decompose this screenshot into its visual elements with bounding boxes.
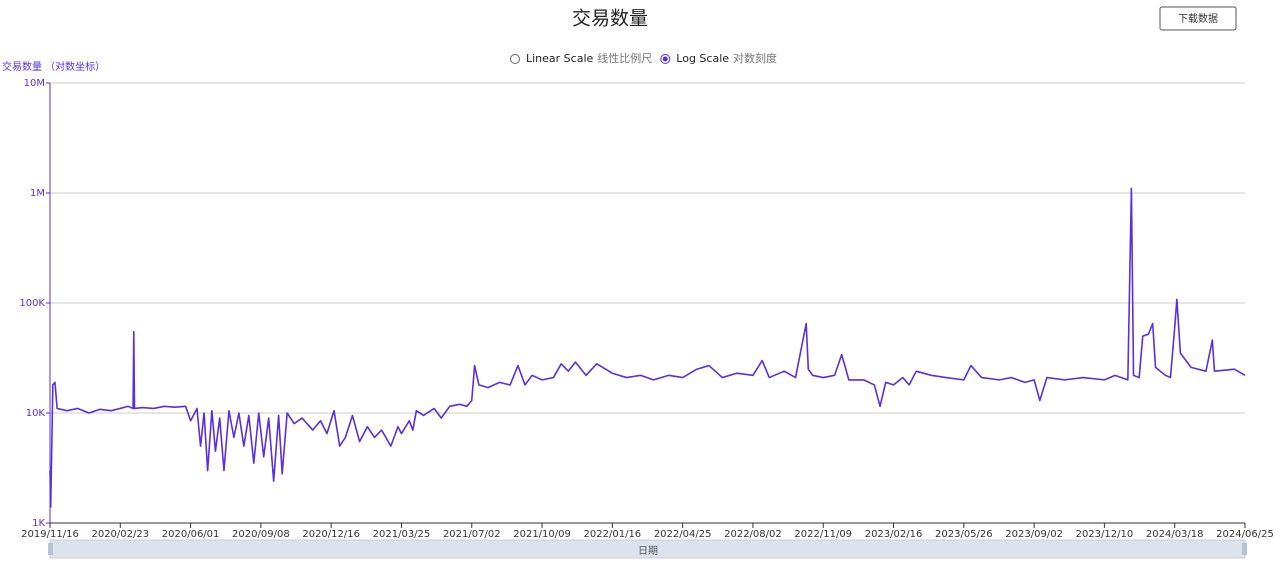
x-tick-label: 2022/08/02 xyxy=(724,529,782,540)
x-tick-label: 2020/12/16 xyxy=(302,529,360,540)
slider-handle[interactable] xyxy=(48,543,53,555)
x-tick-label: 2023/12/10 xyxy=(1076,529,1134,540)
x-tick-label: 2020/06/01 xyxy=(162,529,220,540)
x-tick-label: 2020/02/23 xyxy=(91,529,149,540)
x-tick-label: 2019/11/16 xyxy=(21,529,79,540)
option-label: Linear Scale xyxy=(526,52,594,65)
button-frame[interactable] xyxy=(1159,6,1237,31)
option-sub: 对数刻度 xyxy=(733,51,777,65)
x-tick-label: 2024/03/18 xyxy=(1146,529,1204,540)
x-tick-label: 2022/01/16 xyxy=(584,529,642,540)
series-line xyxy=(49,187,1246,508)
y-tick-label: 1M xyxy=(30,188,45,199)
y-tick-label: 10M xyxy=(24,78,45,89)
date-slider[interactable]: 日期 xyxy=(48,539,1247,559)
x-axis-title: 日期 xyxy=(638,545,658,557)
x-tick-label: 2024/06/25 xyxy=(1216,529,1274,540)
x-tick-label: 2023/05/26 xyxy=(935,529,993,540)
slider-handle[interactable] xyxy=(1242,543,1247,555)
x-tick-label: 2021/03/25 xyxy=(373,529,431,540)
button-label[interactable]: 下载数据 xyxy=(1178,12,1218,25)
chart-title: 交易数量 xyxy=(572,8,648,30)
x-tick-label: 2020/09/08 xyxy=(232,529,290,540)
x-tick-label: 2021/07/02 xyxy=(443,529,501,540)
y-tick-label: 1K xyxy=(32,518,45,529)
y-tick-label: 10K xyxy=(26,408,46,419)
scale-option[interactable]: Log Scale 对数刻度 xyxy=(660,51,777,65)
scale-option[interactable]: Linear Scale 线性比例尺 xyxy=(510,51,653,65)
option-sub: 线性比例尺 xyxy=(597,51,652,65)
y-axis-title: 交易数量 （对数坐标） xyxy=(2,60,105,73)
download-button[interactable]: 下载数据 xyxy=(1159,6,1237,31)
x-tick-label: 2023/09/02 xyxy=(1005,529,1063,540)
option-label: Log Scale xyxy=(676,52,729,65)
y-tick-label: 100K xyxy=(19,298,45,309)
x-tick-label: 2023/02/16 xyxy=(865,529,923,540)
radio-dot xyxy=(662,56,668,62)
x-tick-label: 2021/10/09 xyxy=(513,529,571,540)
radio[interactable] xyxy=(510,54,520,64)
x-tick-label: 2022/04/25 xyxy=(654,529,712,540)
x-tick-label: 2022/11/09 xyxy=(794,529,852,540)
